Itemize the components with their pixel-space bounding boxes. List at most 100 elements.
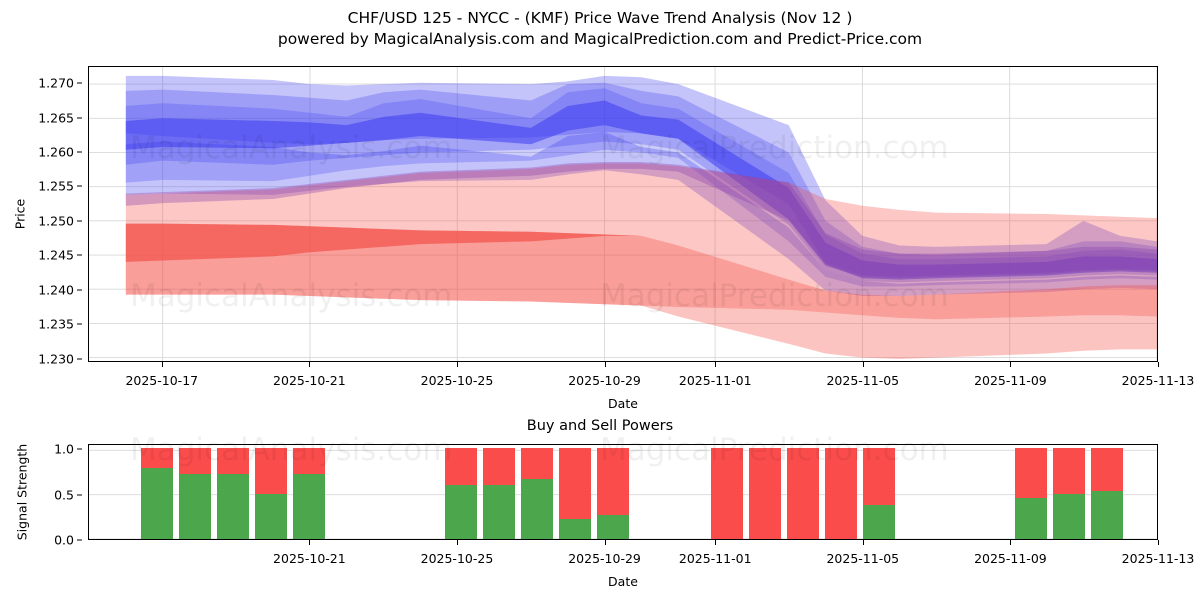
price-x-axis: 2025-10-17 2025-10-21 2025-10-25 2025-10-29… [88, 362, 1194, 396]
buy-power-segment [217, 473, 249, 539]
page-subtitle: powered by MagicalAnalysis.com and Magic… [277, 30, 923, 48]
sell-power-segment [825, 448, 857, 539]
price-y-tick-label: 1.245 [38, 247, 74, 263]
signal-x-tick-label: 2025-11-09 [974, 551, 1047, 566]
price-y-tick-mark [77, 358, 82, 360]
signal-bar[interactable] [483, 448, 515, 539]
signal-bar[interactable] [597, 448, 629, 539]
signal-x-tick-label: 2025-11-13 [1121, 551, 1195, 566]
sell-power-segment [711, 448, 743, 539]
sell-power-segment [483, 448, 515, 485]
price-y-tick-label: 1.235 [38, 316, 74, 332]
price-x-tick-label: 2025-11-09 [974, 373, 1047, 388]
signal-bar[interactable] [521, 448, 553, 539]
page-title: CHF/USD 125 - NYCC - (KMF) Price Wave Tr… [347, 9, 853, 27]
signal-bar[interactable] [1053, 448, 1085, 539]
price-x-tick-mark [1158, 362, 1159, 367]
signal-x-tick-mark [715, 540, 717, 545]
signal-bar[interactable] [293, 448, 325, 539]
buy-power-segment [179, 473, 211, 539]
price-y-tick-mark [77, 82, 82, 84]
signal-bar[interactable] [1015, 448, 1047, 539]
price-x-tick-mark [604, 362, 606, 367]
buy-power-segment [521, 479, 553, 539]
signal-bar[interactable] [711, 448, 743, 539]
price-y-tick-label: 1.250 [38, 213, 74, 229]
price-y-tick-mark [77, 185, 82, 187]
signal-x-axis: 2025-10-21 2025-10-25 2025-10-29 2025-11-01… [88, 540, 1194, 574]
signal-bar[interactable] [863, 448, 895, 539]
price-y-tick-mark [77, 254, 82, 256]
signal-x-tick-label: 2025-10-29 [568, 551, 641, 566]
signal-bar[interactable] [255, 448, 287, 539]
signal-bar[interactable] [559, 448, 591, 539]
price-x-tick-label: 2025-11-13 [1121, 373, 1195, 388]
signal-y-tick-mark [77, 494, 82, 496]
price-x-tick-mark [862, 362, 864, 367]
price-x-tick-label: 2025-10-21 [273, 373, 346, 388]
signal-bar[interactable] [217, 448, 249, 539]
buy-power-segment [445, 484, 477, 539]
signal-x-tick-mark [604, 540, 606, 545]
signal-bar[interactable] [787, 448, 819, 539]
sell-power-segment [1091, 448, 1123, 492]
signal-bar[interactable] [141, 448, 173, 539]
signal-y-tick-label: 0.5 [54, 487, 74, 503]
signal-bar[interactable] [445, 448, 477, 539]
signal-x-tick-label: 2025-11-05 [826, 551, 900, 566]
buy-power-segment [1091, 491, 1123, 539]
buy-power-segment [597, 514, 629, 539]
signal-x-tick-mark [1158, 540, 1159, 545]
price-x-tick-mark [456, 362, 458, 367]
signal-x-tick-mark [456, 540, 458, 545]
signal-chart-title: Buy and Sell Powers [526, 418, 674, 434]
price-x-tick-mark [161, 362, 163, 367]
price-y-tick-label: 1.240 [38, 282, 74, 298]
sell-power-segment [749, 448, 781, 539]
signal-y-axis: 0.0 0.5 1.0 [10, 441, 82, 548]
sell-power-segment [559, 448, 591, 520]
signal-bar[interactable] [179, 448, 211, 539]
price-x-axis-title: Date [608, 396, 638, 411]
price-x-tick-label: 2025-11-01 [678, 373, 752, 388]
price-x-tick-label: 2025-10-17 [125, 373, 199, 388]
sell-power-segment [1053, 448, 1085, 494]
chart-header: CHF/USD 125 - NYCC - (KMF) Price Wave Tr… [0, 8, 1200, 50]
signal-x-tick-mark [1010, 540, 1012, 545]
buy-power-segment [1053, 493, 1085, 539]
sell-power-segment [179, 448, 211, 474]
sell-power-segment [255, 448, 287, 494]
sell-power-segment [597, 448, 629, 515]
price-y-tick-mark [77, 289, 82, 291]
price-x-tick-label: 2025-10-29 [568, 373, 641, 388]
signal-plot-area [88, 444, 1158, 540]
price-y-axis-title: Price [12, 198, 28, 230]
signal-x-tick-mark [862, 540, 864, 545]
sell-power-segment [445, 448, 477, 485]
price-band-blue-core-band [125, 100, 1157, 280]
signal-y-axis-title: Signal Strength [14, 443, 30, 541]
sell-power-segment [293, 448, 325, 474]
signal-y-tick-label: 0.0 [54, 532, 74, 548]
price-y-tick-mark [77, 323, 82, 325]
signal-bar[interactable] [1091, 448, 1123, 539]
price-x-tick-label: 2025-10-25 [420, 373, 494, 388]
buy-power-segment [863, 504, 895, 539]
price-bands-svg [89, 67, 1157, 361]
price-y-tick-label: 1.270 [38, 75, 74, 91]
price-band-red-lower-band [125, 223, 1157, 359]
signal-chart-panel: 0.0 0.5 1.0 2025-10-21 2025-10-25 2025-10-29… [15, 442, 1195, 589]
signal-x-tick-mark [309, 540, 311, 545]
signal-bar[interactable] [825, 448, 857, 539]
signal-y-tick-mark [77, 448, 82, 450]
signal-y-tick-label: 1.0 [54, 441, 74, 457]
price-band-blue-lower-band [125, 131, 1157, 297]
price-plot-area [88, 66, 1158, 362]
price-y-tick-mark [77, 117, 82, 119]
buy-power-segment [483, 484, 515, 539]
signal-y-tick-mark [77, 539, 82, 541]
signal-x-tick-label: 2025-10-21 [273, 551, 346, 566]
sell-power-segment [787, 448, 819, 539]
signal-bar[interactable] [749, 448, 781, 539]
price-band-purple-overlap-band [125, 162, 1157, 279]
